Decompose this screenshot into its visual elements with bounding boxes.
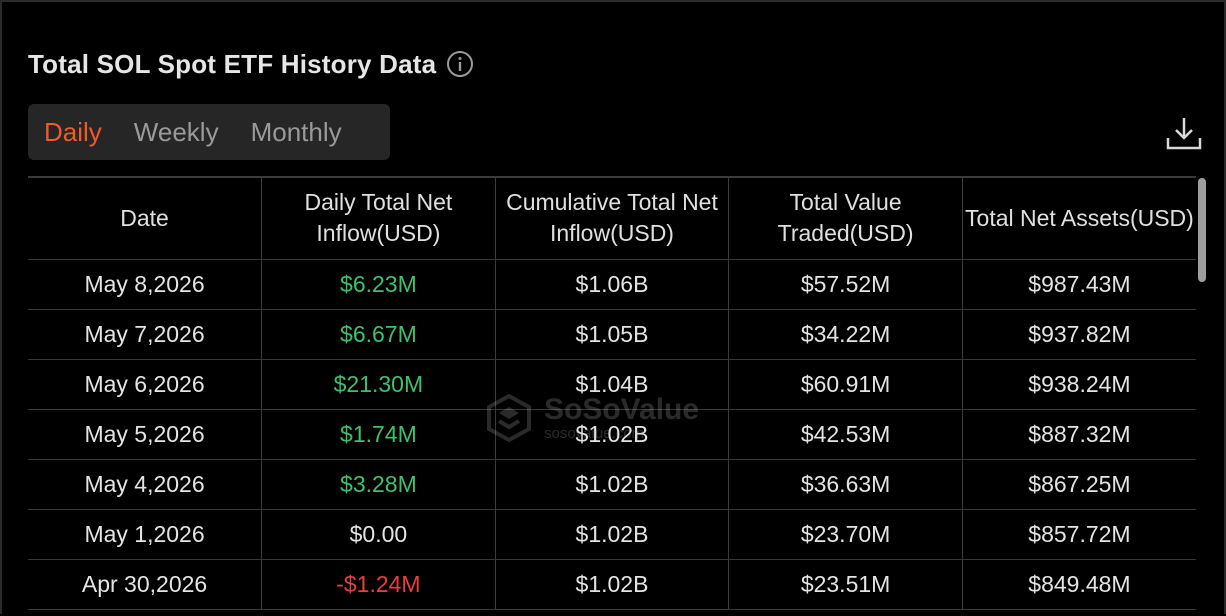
cell-net-assets: $857.72M — [961, 508, 1196, 560]
tab-monthly[interactable]: Monthly — [250, 117, 342, 147]
table-scrollbar[interactable] — [1196, 176, 1208, 616]
cell-value-traded: $57.52M — [728, 258, 963, 310]
column-header-net-assets[interactable]: Total Net Assets(USD) — [961, 176, 1196, 260]
cell-value-traded: $36.63M — [728, 458, 963, 510]
table-body: May 8,2026 $6.23M $1.06B $57.52M $987.43M May… — [28, 258, 1196, 610]
column-header-cumulative-inflow[interactable]: Cumulative Total Net Inflow(USD) — [494, 176, 730, 260]
info-icon[interactable] — [446, 50, 474, 78]
cell-net-assets: $887.32M — [961, 408, 1196, 460]
period-tabs: Daily Weekly Monthly — [28, 104, 390, 160]
cell-date: May 7,2026 — [28, 308, 263, 360]
cell-value-traded: $60.91M — [728, 358, 963, 410]
cell-daily-inflow: $0.00 — [261, 508, 496, 560]
scrollbar-thumb[interactable] — [1198, 178, 1206, 282]
table-row[interactable]: May 7,2026 $6.67M $1.05B $34.22M $937.82M — [28, 308, 1196, 360]
cell-value-traded: $23.70M — [728, 508, 963, 560]
cell-daily-inflow: $3.28M — [261, 458, 496, 510]
cell-value-traded: $34.22M — [728, 308, 963, 360]
cell-date: May 5,2026 — [28, 408, 263, 460]
download-button[interactable] — [1164, 114, 1204, 154]
cell-daily-inflow: $6.23M — [261, 258, 496, 310]
cell-value-traded: $23.51M — [728, 558, 963, 610]
cell-net-assets: $938.24M — [961, 358, 1196, 410]
cell-cumulative-inflow: $1.02B — [494, 408, 730, 460]
table-row[interactable]: Apr 30,2026 -$1.24M $1.02B $23.51M $849.48M — [28, 558, 1196, 610]
cell-date: May 8,2026 — [28, 258, 263, 310]
table-header-row: Date Daily Total Net Inflow(USD) Cumulat… — [28, 176, 1196, 260]
cell-cumulative-inflow: $1.06B — [494, 258, 730, 310]
cell-daily-inflow: $1.74M — [261, 408, 496, 460]
table-row[interactable]: May 4,2026 $3.28M $1.02B $36.63M $867.25M — [28, 458, 1196, 510]
cell-daily-inflow: $6.67M — [261, 308, 496, 360]
etf-history-table: Date Daily Total Net Inflow(USD) Cumulat… — [28, 176, 1196, 610]
cell-net-assets: $867.25M — [961, 458, 1196, 510]
cell-net-assets: $987.43M — [961, 258, 1196, 310]
cell-daily-inflow: -$1.24M — [261, 558, 496, 610]
cell-date: May 4,2026 — [28, 458, 263, 510]
cell-date: Apr 30,2026 — [28, 558, 263, 610]
table-container: Date Daily Total Net Inflow(USD) Cumulat… — [28, 176, 1196, 616]
column-header-daily-inflow[interactable]: Daily Total Net Inflow(USD) — [261, 176, 496, 260]
cell-net-assets: $937.82M — [961, 308, 1196, 360]
column-header-date[interactable]: Date — [28, 176, 263, 260]
page-title: Total SOL Spot ETF History Data — [28, 48, 437, 79]
cell-cumulative-inflow: $1.02B — [494, 508, 730, 560]
cell-cumulative-inflow: $1.04B — [494, 358, 730, 410]
tab-weekly[interactable]: Weekly — [133, 117, 219, 147]
table-row[interactable]: May 5,2026 $1.74M $1.02B $42.53M $887.32M — [28, 408, 1196, 460]
cell-cumulative-inflow: $1.02B — [494, 558, 730, 610]
cell-value-traded: $42.53M — [728, 408, 963, 460]
cell-date: May 6,2026 — [28, 358, 263, 410]
cell-cumulative-inflow: $1.02B — [494, 458, 730, 510]
table-row[interactable]: May 6,2026 $21.30M $1.04B $60.91M $938.24M — [28, 358, 1196, 410]
cell-cumulative-inflow: $1.05B — [494, 308, 730, 360]
tab-daily[interactable]: Daily — [44, 117, 102, 147]
cell-daily-inflow: $21.30M — [261, 358, 496, 410]
title-row: Total SOL Spot ETF History Data — [28, 46, 474, 82]
table-row[interactable]: May 8,2026 $6.23M $1.06B $57.52M $987.43M — [28, 258, 1196, 310]
column-header-value-traded[interactable]: Total Value Traded(USD) — [728, 176, 963, 260]
cell-net-assets: $849.48M — [961, 558, 1196, 610]
cell-date: May 1,2026 — [28, 508, 263, 560]
table-row[interactable]: May 1,2026 $0.00 $1.02B $23.70M $857.72M — [28, 508, 1196, 560]
download-icon — [1166, 118, 1202, 150]
